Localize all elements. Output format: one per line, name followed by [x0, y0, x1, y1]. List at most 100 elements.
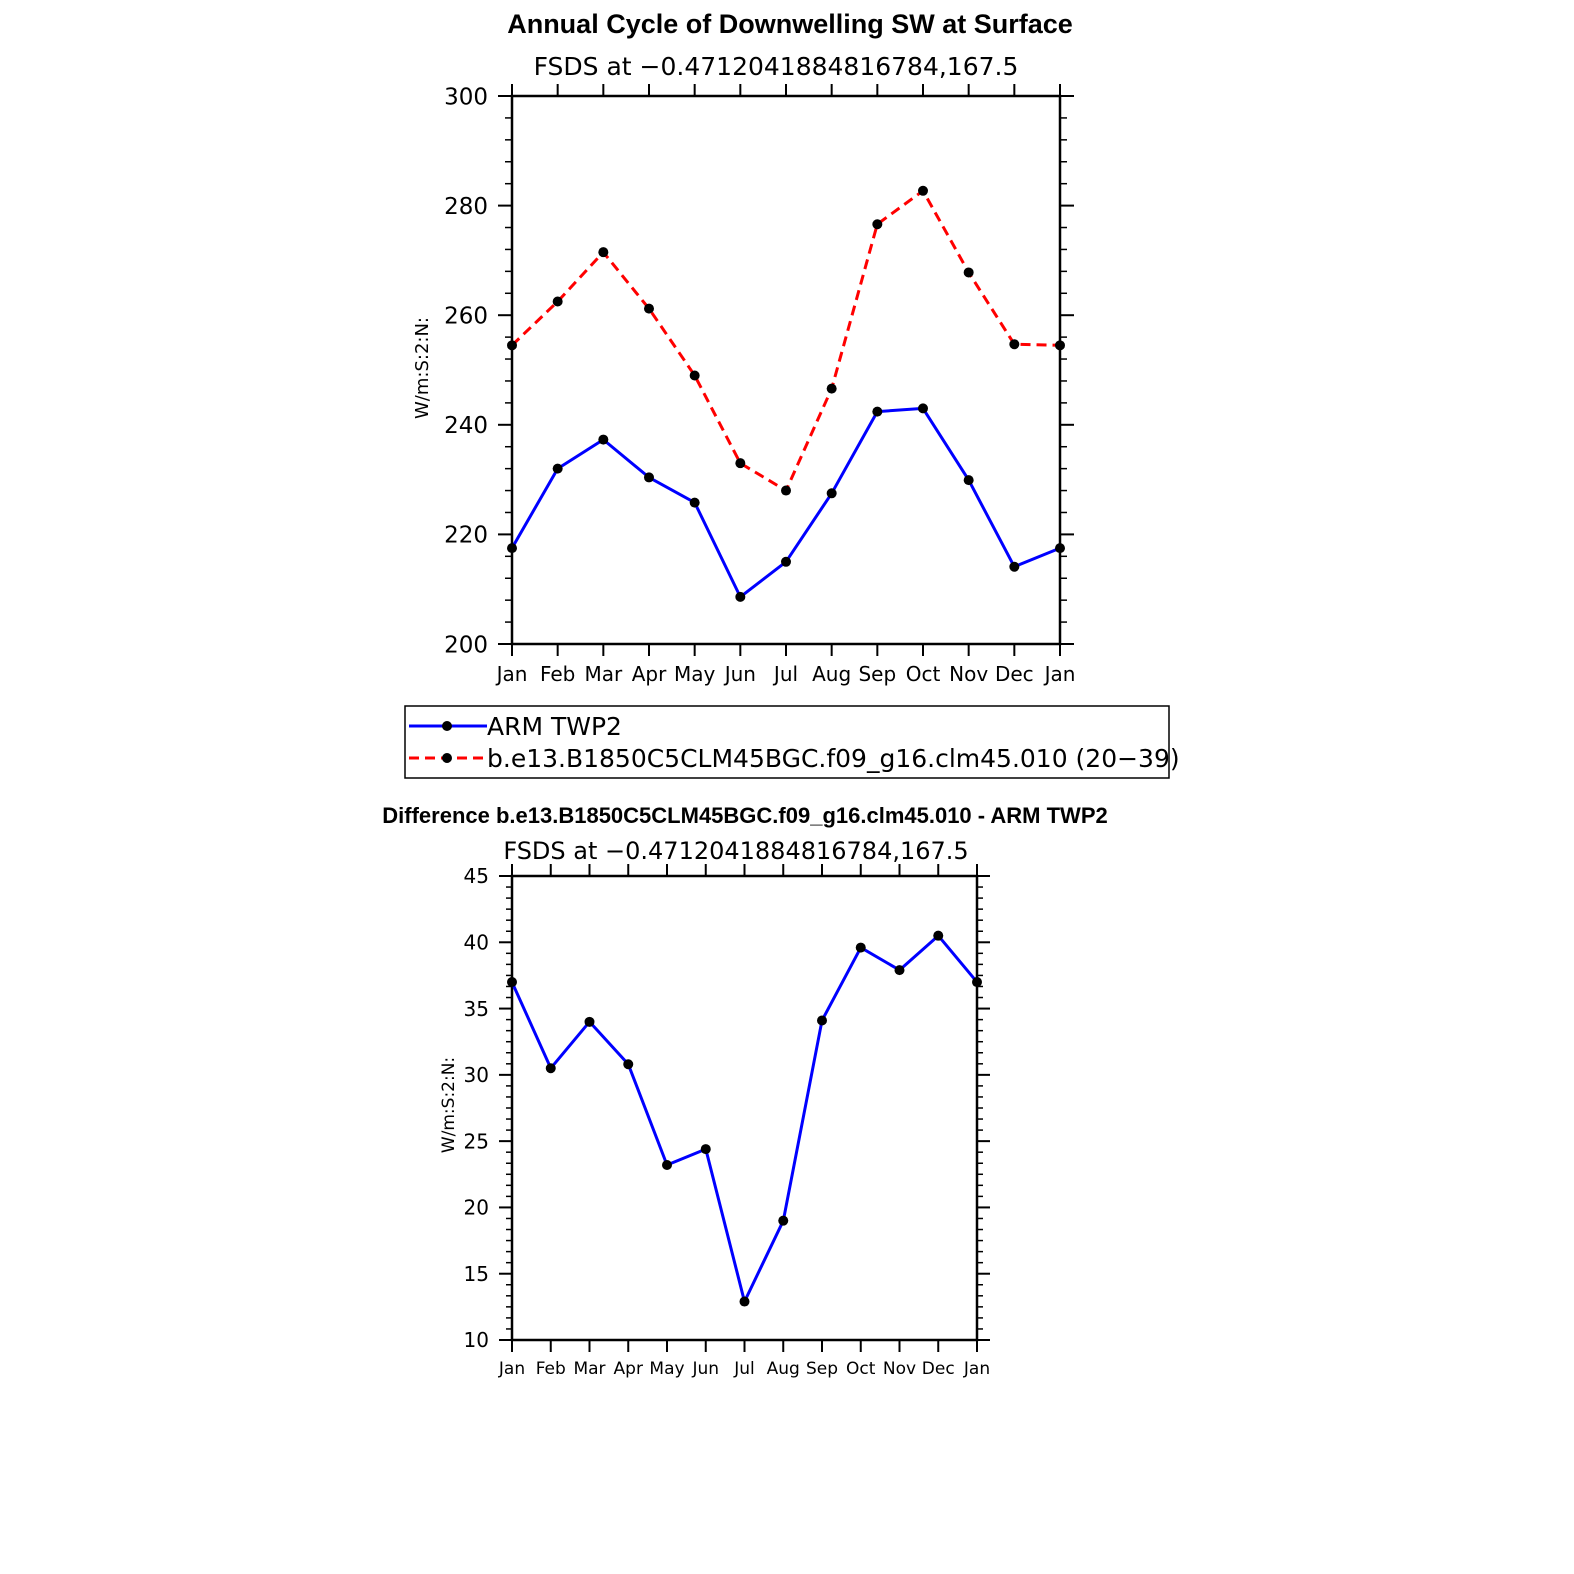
c2-series-0-point [972, 977, 982, 988]
c1-xtick-label: Apr [632, 662, 667, 686]
c1-series-1-point [735, 458, 746, 469]
c1-series-1-point [689, 370, 700, 381]
legend-label-model: b.e13.B1850C5CLM45BGC.f09_g16.clm45.010 … [487, 744, 1180, 773]
chart2-ylabel: W/m:S:2:N: [439, 1057, 459, 1153]
c1-ytick-label: 280 [444, 194, 488, 220]
c2-series-0-point [507, 977, 517, 988]
chart2-title: Difference b.e13.B1850C5CLM45BGC.f09_g16… [382, 803, 1107, 828]
c1-xtick-label: May [674, 662, 716, 686]
c2-series-0-point [933, 930, 944, 941]
c1-series-0-point [644, 472, 654, 483]
c1-ytick-label: 240 [444, 413, 488, 439]
c1-series-1-point [1009, 339, 1020, 350]
c1-series-1-point [781, 485, 791, 496]
c1-series-1-point [507, 340, 517, 351]
c1-xtick-label: Dec [995, 662, 1034, 686]
c1-xtick-label: Aug [812, 662, 851, 686]
c2-ytick-label: 10 [464, 1328, 489, 1352]
c2-series-line-0 [510, 934, 979, 1304]
c1-series-0-point [735, 591, 746, 602]
annual-cycle-chart: Annual Cycle of Downwelling SW at Surfac… [404, 9, 1180, 779]
chart1-ylabel: W/m:S:2:N: [412, 317, 433, 419]
chart1-title: Annual Cycle of Downwelling SW at Surfac… [507, 9, 1073, 39]
c2-series-0-point [623, 1059, 634, 1070]
c1-xtick-label: Jun [723, 662, 756, 686]
c1-xtick-label: Mar [584, 662, 623, 686]
c2-xtick-label: Jan [963, 1359, 990, 1379]
c1-series-0-point [598, 434, 609, 445]
chart1-axes: 200 220 240 260 280 300 Jan Feb Mar Apr May Jun Jul A… [444, 84, 1075, 686]
c1-series-1-point [644, 303, 654, 314]
c1-series-0-point [689, 497, 700, 508]
c1-ytick-label: 300 [444, 84, 488, 110]
c2-xtick-label: Jan [498, 1359, 525, 1379]
c1-series-0-point [826, 488, 837, 499]
c2-xtick-label: Mar [573, 1359, 605, 1379]
c2-xtick-label: May [649, 1359, 684, 1379]
c2-xtick-label: Jun [691, 1359, 719, 1379]
c2-series-0-point [545, 1063, 556, 1074]
c2-series-0-point [584, 1016, 595, 1027]
c2-plot-frame [510, 874, 979, 1342]
legend-entry-arm-twp2: ARM TWP2 [409, 712, 622, 741]
c1-xtick-label: Feb [540, 662, 575, 686]
c2-ytick-label: 20 [464, 1196, 489, 1220]
difference-chart: Difference b.e13.B1850C5CLM45BGC.f09_g16… [382, 803, 1107, 1379]
c1-series-0-point [1055, 543, 1065, 554]
c1-series-1-point [872, 219, 883, 230]
c1-ytick-label: 200 [444, 632, 488, 658]
chart2-subtitle: FSDS at −0.4712041884816784,167.5 [503, 837, 968, 865]
c1-series-0-point [918, 403, 928, 414]
legend-marker-arm-twp2 [442, 721, 452, 731]
c2-xtick-label: Jul [733, 1359, 755, 1379]
c1-xtick-label: Jul [772, 662, 798, 686]
c2-xtick-label: Sep [806, 1359, 838, 1379]
c2-series-0-point [739, 1296, 750, 1307]
c1-series-0-point [552, 463, 563, 474]
c1-ytick-label: 220 [444, 523, 488, 549]
legend-entry-model: b.e13.B1850C5CLM45BGC.f09_g16.clm45.010 … [409, 744, 1180, 773]
c2-ytick-label: 35 [464, 997, 489, 1021]
c1-xtick-label: Sep [858, 662, 896, 686]
c2-ytick-label: 45 [464, 864, 489, 888]
chart1-legend: ARM TWP2 b.e13.B1850C5CLM45BGC.f09_g16.c… [404, 705, 1180, 779]
c1-xtick-label: Jan [1043, 662, 1076, 686]
c1-xtick-label: Jan [495, 662, 528, 686]
c1-series-1-point [918, 185, 928, 196]
c1-series-1-point [552, 296, 563, 307]
chart1-plot-area [507, 185, 1065, 602]
c2-ytick-label: 25 [464, 1129, 489, 1153]
c2-ytick-label: 40 [464, 930, 489, 954]
c1-series-1-point [598, 247, 609, 258]
c2-xtick-label: Feb [536, 1359, 566, 1379]
c1-series-0-point [872, 406, 883, 417]
c2-series-0-point [894, 965, 905, 976]
c1-series-line-0 [510, 406, 1061, 599]
c1-series-0-point [1009, 561, 1020, 572]
c2-xtick-label: Dec [922, 1359, 955, 1379]
c2-xtick-label: Aug [767, 1359, 800, 1379]
chart2-plot-area [507, 930, 982, 1307]
c2-xtick-label: Nov [883, 1359, 916, 1379]
legend-box [404, 705, 1170, 779]
c2-series-0-point [700, 1144, 711, 1155]
c1-xtick-label: Oct [906, 662, 941, 686]
c2-xtick-label: Apr [614, 1359, 643, 1379]
c1-series-0-point [781, 556, 791, 567]
c2-xtick-label: Oct [846, 1359, 876, 1379]
chart1-subtitle: FSDS at −0.4712041884816784,167.5 [534, 52, 1019, 81]
c2-series-0-point [662, 1160, 672, 1171]
c1-series-1-point [963, 267, 974, 278]
legend-marker-model [442, 753, 452, 763]
legend-label-arm-twp2: ARM TWP2 [487, 712, 622, 741]
c1-series-1-point [1055, 340, 1065, 351]
c2-series-0-point [855, 942, 866, 953]
c1-series-0-point [507, 543, 517, 554]
c1-series-1-point [826, 383, 837, 394]
c2-series-0-point [817, 1015, 827, 1026]
c2-series-0-point [778, 1215, 789, 1226]
c2-ytick-label: 15 [464, 1262, 489, 1286]
c1-series-0-point [963, 475, 974, 486]
c1-ytick-label: 260 [444, 303, 488, 329]
